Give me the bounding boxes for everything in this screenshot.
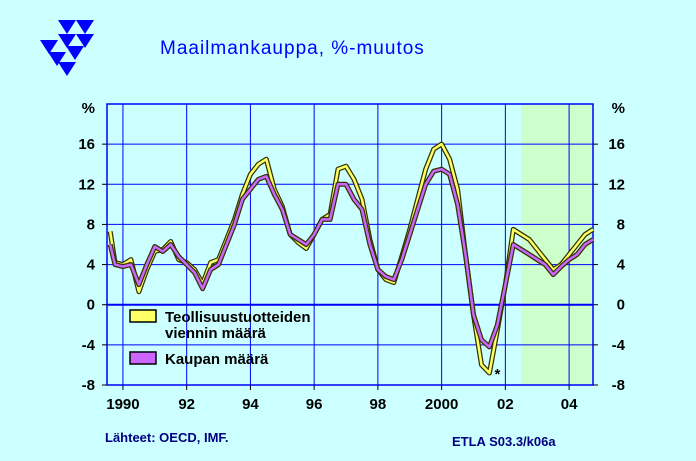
etla-logo-icon — [40, 20, 94, 76]
annotation-asterisk: * — [494, 366, 500, 383]
x-tick-label: 2000 — [425, 396, 458, 413]
y-tick-label-right: 0 — [617, 297, 625, 314]
x-tick-label: 96 — [306, 396, 323, 413]
y-tick-label-left: 12 — [78, 176, 95, 193]
y-tick-label-right: 4 — [617, 257, 626, 274]
y-tick-label-left: 4 — [87, 257, 96, 274]
legend-label-industrial-exports-line1: Teollisuustuotteiden — [165, 309, 311, 326]
plot-frame — [106, 103, 594, 386]
y-tick-label-left: -8 — [82, 377, 95, 394]
x-tick-label: 02 — [497, 396, 514, 413]
y-axis-label-left: % — [82, 100, 95, 117]
y-tick-label-right: 8 — [617, 216, 625, 233]
y-tick-label-left: 8 — [87, 216, 95, 233]
y-axis-label-right: % — [612, 100, 625, 117]
x-tick-label: 94 — [242, 396, 259, 413]
y-tick-label-right: -4 — [612, 337, 626, 354]
series-line-trade-volume — [108, 167, 594, 349]
y-tick-label-left: -4 — [82, 337, 96, 354]
y-tick-label-left: 0 — [87, 297, 95, 314]
y-tick-label-right: -8 — [612, 377, 625, 394]
x-tick-label: 1990 — [106, 396, 139, 413]
legend-swatch-industrial-exports — [129, 309, 157, 323]
source-note: Lähteet: OECD, IMF. — [105, 430, 229, 445]
y-tick-label-right: 16 — [608, 136, 625, 153]
chart-title: Maailmankauppa, %-muutos — [160, 38, 425, 59]
x-tick-label: 98 — [370, 396, 387, 413]
legend-label-trade-volume: Kaupan määrä — [165, 351, 269, 368]
y-tick-label-right: 12 — [608, 176, 625, 193]
chart-code: ETLA S03.3/k06a — [452, 434, 556, 449]
plot-background — [107, 104, 593, 385]
legend-swatch-trade-volume — [129, 351, 157, 365]
legend-label-industrial-exports-line2: viennin määrä — [165, 325, 267, 342]
x-tick-label: 92 — [178, 396, 195, 413]
y-tick-label-left: 16 — [78, 136, 95, 153]
x-tick-label: 04 — [561, 396, 578, 413]
